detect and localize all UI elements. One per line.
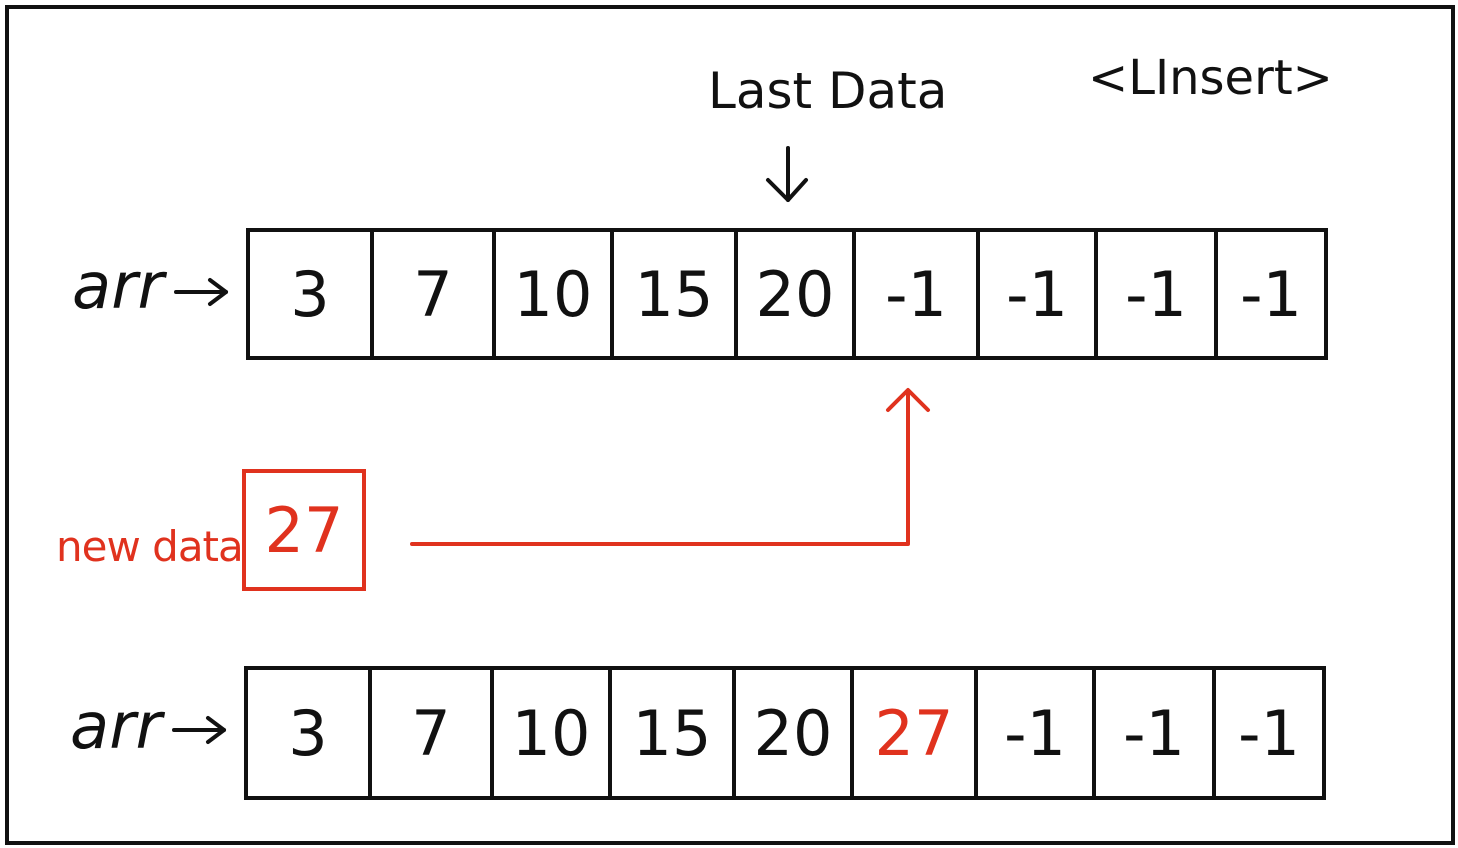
top-array: 3 7 10 15 20 -1 -1 -1 -1: [246, 228, 1328, 360]
bottom-cell-5-inserted: 27: [854, 670, 978, 796]
new-data-label: new data: [56, 522, 244, 571]
top-cell-5: -1: [856, 232, 980, 356]
diagram-frame: [5, 5, 1455, 845]
top-cell-8: -1: [1240, 257, 1302, 331]
bottom-cell-3: 15: [612, 670, 736, 796]
top-cell-2: 10: [496, 232, 614, 356]
bottom-cell-4: 20: [736, 670, 854, 796]
bottom-cell-2: 10: [494, 670, 612, 796]
top-cell-1: 7: [374, 232, 496, 356]
last-data-label: Last Data: [708, 62, 948, 120]
top-cell-3: 15: [614, 232, 738, 356]
top-arr-label: arr: [72, 250, 164, 324]
bottom-cell-7: -1: [1096, 670, 1216, 796]
bottom-arr-label: arr: [70, 690, 162, 764]
bottom-cell-8: -1: [1238, 696, 1300, 770]
bottom-cell-0: 3: [248, 670, 372, 796]
top-cell-0: 3: [250, 232, 374, 356]
diagram-title: <LInsert>: [1088, 50, 1333, 106]
top-cell-4: 20: [738, 232, 856, 356]
bottom-cell-6: -1: [978, 670, 1096, 796]
bottom-array: 3 7 10 15 20 27 -1 -1 -1: [244, 666, 1326, 800]
top-cell-7: -1: [1098, 232, 1218, 356]
new-data-box: 27: [242, 469, 366, 591]
top-cell-6: -1: [980, 232, 1098, 356]
bottom-cell-1: 7: [372, 670, 494, 796]
